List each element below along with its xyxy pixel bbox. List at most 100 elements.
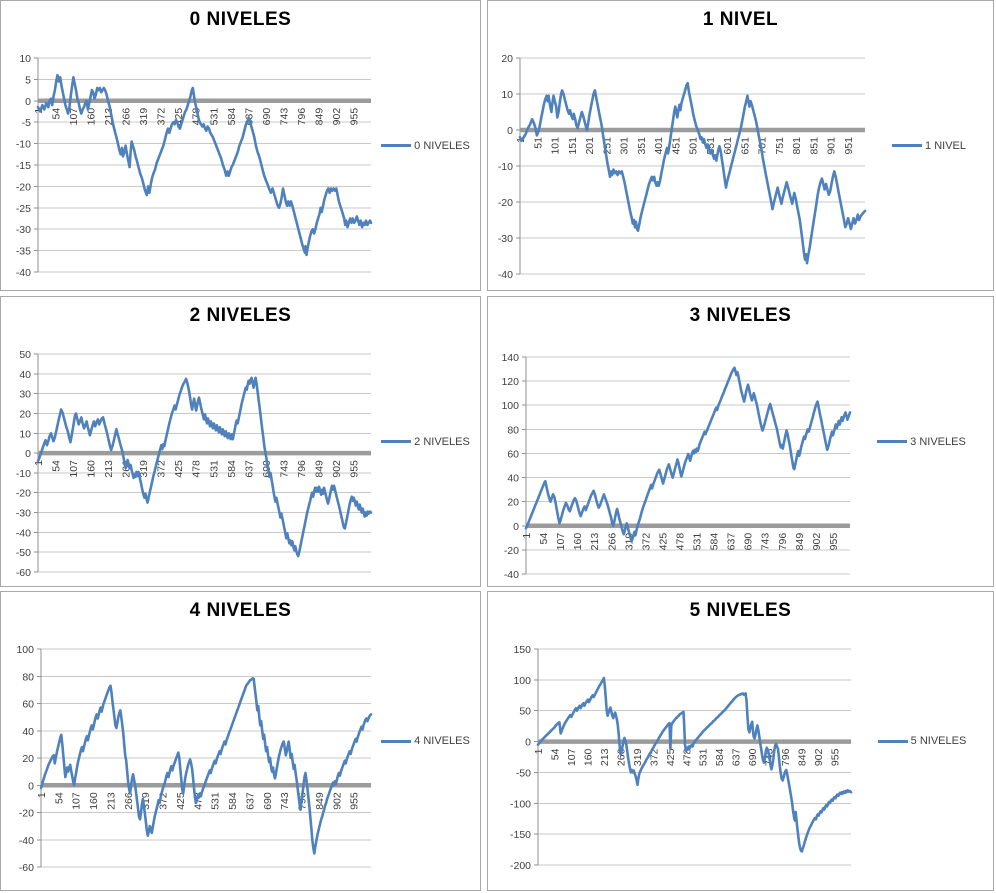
legend-series-line-icon xyxy=(877,440,908,443)
svg-text:-150: -150 xyxy=(510,829,531,841)
legend-series-line-icon xyxy=(381,440,412,443)
svg-text:951: 951 xyxy=(843,137,855,155)
svg-text:-50: -50 xyxy=(516,767,531,779)
svg-text:531: 531 xyxy=(208,460,220,478)
svg-text:531: 531 xyxy=(692,533,704,551)
svg-text:101: 101 xyxy=(550,137,562,155)
plot-area: 140 120 100 80 60 40 20 0 -20 -40 1 54 107 160 213 266 3… xyxy=(501,352,852,581)
svg-text:-30: -30 xyxy=(16,508,31,520)
svg-text:-20: -20 xyxy=(19,808,34,820)
svg-text:743: 743 xyxy=(278,108,290,126)
svg-text:213: 213 xyxy=(105,792,117,810)
svg-text:-20: -20 xyxy=(16,181,31,193)
svg-text:955: 955 xyxy=(828,533,840,551)
svg-text:1: 1 xyxy=(533,748,545,754)
chart-title: 5 NIVELES xyxy=(689,600,792,621)
svg-text:213: 213 xyxy=(589,533,601,551)
svg-text:301: 301 xyxy=(619,137,631,155)
svg-text:531: 531 xyxy=(208,108,220,126)
legend-series-label: 1 NIVEL xyxy=(925,139,966,152)
svg-text:51: 51 xyxy=(532,137,544,149)
svg-text:100: 100 xyxy=(16,644,34,656)
svg-text:751: 751 xyxy=(774,137,786,155)
chart-title: 3 NIVELES xyxy=(689,305,792,326)
svg-text:849: 849 xyxy=(797,748,809,766)
chart-title: 1 NIVEL xyxy=(702,9,779,30)
legend: 5 NIVELES xyxy=(851,592,993,890)
svg-text:796: 796 xyxy=(777,533,789,551)
plot-area: 150 100 50 0 -50 -100 -150 -200 1 54 107 160 213 266 3… xyxy=(510,644,853,872)
svg-text:372: 372 xyxy=(640,533,652,551)
svg-text:743: 743 xyxy=(279,792,291,810)
svg-text:-40: -40 xyxy=(498,269,513,281)
svg-text:1: 1 xyxy=(521,533,533,539)
chart-panel-1-nivel[interactable]: 1 NIVEL 20 10 0 -10 -20 -30 -40 1 51 101 151 201 251… xyxy=(487,0,994,291)
svg-text:690: 690 xyxy=(747,748,759,766)
svg-text:-40: -40 xyxy=(16,527,31,539)
svg-text:213: 213 xyxy=(103,460,115,478)
svg-text:107: 107 xyxy=(68,108,80,126)
svg-text:-100: -100 xyxy=(510,798,531,810)
svg-text:584: 584 xyxy=(226,460,238,478)
svg-text:955: 955 xyxy=(348,460,360,478)
svg-text:266: 266 xyxy=(606,533,618,551)
svg-text:401: 401 xyxy=(653,137,665,155)
svg-text:54: 54 xyxy=(51,460,63,472)
svg-text:10: 10 xyxy=(19,428,31,440)
svg-text:-20: -20 xyxy=(504,545,519,557)
svg-text:849: 849 xyxy=(313,460,325,478)
svg-text:551: 551 xyxy=(705,137,717,155)
svg-text:40: 40 xyxy=(507,473,519,485)
svg-text:100: 100 xyxy=(501,400,519,412)
svg-text:637: 637 xyxy=(244,792,256,810)
svg-text:849: 849 xyxy=(313,108,325,126)
chart-panel-4-niveles[interactable]: 4 NIVELES 100 80 60 40 20 0 -20 -40 -60 1 54 107 160… xyxy=(0,591,481,891)
svg-text:107: 107 xyxy=(566,748,578,766)
svg-text:955: 955 xyxy=(830,748,842,766)
chart-panel-3-niveles[interactable]: 3 NIVELES 140 120 100 80 60 40 20 0 -20 -40 1 54 107… xyxy=(487,296,994,587)
svg-text:425: 425 xyxy=(665,748,677,766)
svg-text:0: 0 xyxy=(25,96,31,108)
svg-text:20: 20 xyxy=(501,53,513,65)
svg-text:902: 902 xyxy=(331,460,343,478)
svg-text:-30: -30 xyxy=(16,224,31,236)
svg-text:531: 531 xyxy=(698,748,710,766)
chart-panel-5-niveles[interactable]: 5 NIVELES 150 100 50 0 -50 -100 -150 -200 1 54 107… xyxy=(487,591,994,891)
plot-area: 50 40 30 20 10 0 -10 -20 -30 -40 -50 -60 1 54 107 160 21… xyxy=(16,349,373,579)
chart-panel-2-niveles[interactable]: 2 NIVELES 50 40 30 20 10 0 -10 -20 -30 -40 -50 -60 1… xyxy=(0,296,481,587)
svg-text:100: 100 xyxy=(513,675,531,687)
svg-text:849: 849 xyxy=(794,533,806,551)
svg-text:140: 140 xyxy=(501,352,519,364)
svg-text:-30: -30 xyxy=(498,233,513,245)
svg-text:0: 0 xyxy=(28,780,34,792)
svg-text:-60: -60 xyxy=(16,567,31,579)
legend-series-line-icon xyxy=(381,739,412,743)
svg-text:120: 120 xyxy=(501,376,519,388)
svg-text:0: 0 xyxy=(507,125,513,137)
chart-panel-0-niveles[interactable]: 0 NIVELES 10 5 0 -5 -10 -15 -20 -25 -30 -35 -40 1 54… xyxy=(0,0,481,291)
svg-text:107: 107 xyxy=(71,792,83,810)
svg-text:80: 80 xyxy=(22,671,34,683)
svg-text:266: 266 xyxy=(615,748,627,766)
svg-text:902: 902 xyxy=(811,533,823,551)
chart-title: 2 NIVELES xyxy=(189,305,292,326)
svg-text:160: 160 xyxy=(572,533,584,551)
svg-text:54: 54 xyxy=(538,533,550,545)
svg-text:201: 201 xyxy=(584,137,596,155)
svg-text:955: 955 xyxy=(349,792,361,810)
svg-text:796: 796 xyxy=(296,460,308,478)
svg-text:-10: -10 xyxy=(16,468,31,480)
svg-text:955: 955 xyxy=(348,108,360,126)
svg-text:796: 796 xyxy=(296,108,308,126)
svg-text:637: 637 xyxy=(726,533,738,551)
svg-text:-25: -25 xyxy=(16,203,31,215)
svg-text:851: 851 xyxy=(808,137,820,155)
legend: 3 NIVELES xyxy=(850,297,993,586)
svg-text:160: 160 xyxy=(86,460,98,478)
svg-text:0: 0 xyxy=(525,737,531,749)
legend-series-label: 5 NIVELES xyxy=(910,735,967,747)
legend: 4 NIVELES xyxy=(371,592,480,890)
svg-text:40: 40 xyxy=(19,369,31,381)
